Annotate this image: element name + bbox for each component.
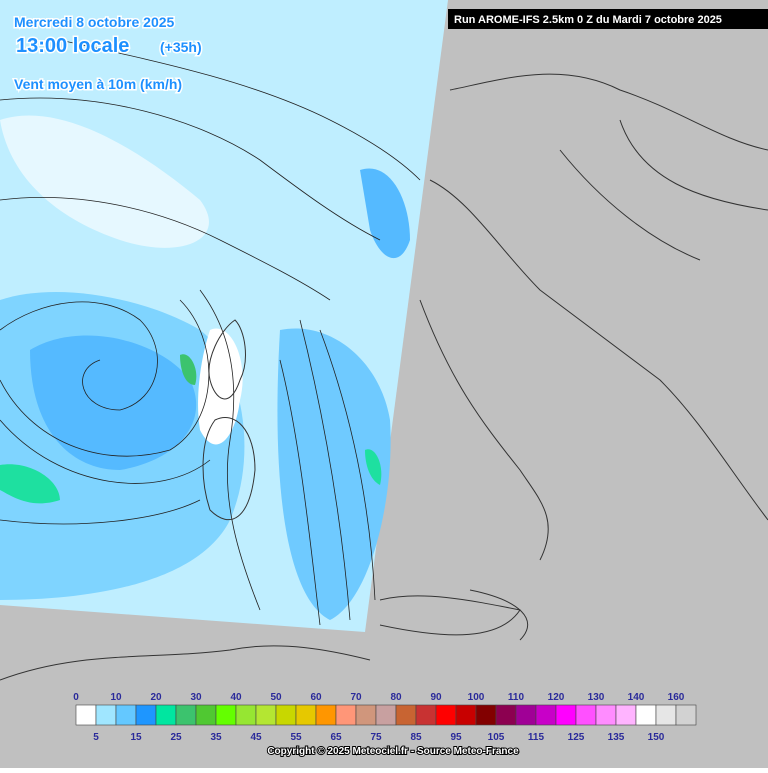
legend-top-label: 20 bbox=[150, 692, 162, 703]
legend-bottom-label: 35 bbox=[210, 732, 222, 743]
legend-swatch bbox=[95, 704, 117, 726]
legend-swatch bbox=[515, 704, 537, 726]
legend-top-label: 40 bbox=[230, 692, 242, 703]
legend-swatch bbox=[235, 704, 257, 726]
field-name: Vent moyen à 10m (km/h) bbox=[14, 76, 182, 92]
legend-swatch bbox=[455, 704, 477, 726]
legend-swatch bbox=[275, 704, 297, 726]
legend-top-label: 30 bbox=[190, 692, 202, 703]
legend-bottom-label: 135 bbox=[608, 732, 625, 743]
legend-swatch bbox=[355, 704, 377, 726]
legend-swatch bbox=[375, 704, 397, 726]
run-info: Run AROME-IFS 2.5km 0 Z du Mardi 7 octob… bbox=[454, 14, 722, 26]
legend-swatch bbox=[135, 704, 157, 726]
color-legend: 0 10 20 30 40 50 60 70 80 90 100 110 120 130 140 160 5 15… bbox=[73, 692, 697, 743]
legend-swatch bbox=[295, 704, 317, 726]
legend-swatch bbox=[575, 704, 597, 726]
legend-swatch bbox=[535, 704, 557, 726]
legend-top-label: 70 bbox=[350, 692, 362, 703]
legend-swatch bbox=[635, 704, 657, 726]
legend-bottom-label: 25 bbox=[170, 732, 182, 743]
legend-top-label: 160 bbox=[668, 692, 685, 703]
legend-swatch bbox=[495, 704, 517, 726]
legend-top-label: 50 bbox=[270, 692, 282, 703]
legend-bottom-label: 95 bbox=[450, 732, 462, 743]
legend-swatch bbox=[195, 704, 217, 726]
legend-swatch bbox=[115, 704, 137, 726]
legend-swatch bbox=[395, 704, 417, 726]
legend-bottom-label: 85 bbox=[410, 732, 422, 743]
legend-top-label: 140 bbox=[628, 692, 645, 703]
legend-swatch bbox=[155, 704, 177, 726]
legend-swatch bbox=[615, 704, 637, 726]
legend-top-label: 0 bbox=[73, 692, 79, 703]
legend-swatch bbox=[335, 704, 357, 726]
legend-swatch bbox=[475, 704, 497, 726]
legend-swatch bbox=[175, 704, 197, 726]
legend-bottom-label: 15 bbox=[130, 732, 142, 743]
legend-swatch bbox=[255, 704, 277, 726]
legend-swatch bbox=[435, 704, 457, 726]
legend-swatch bbox=[315, 704, 337, 726]
legend-swatch bbox=[595, 704, 617, 726]
lead-time: (+35h) bbox=[160, 39, 202, 55]
legend-top-label: 100 bbox=[468, 692, 485, 703]
legend-bottom-label: 150 bbox=[648, 732, 665, 743]
legend-bottom-label: 5 bbox=[93, 732, 99, 743]
time: 13:00 locale bbox=[16, 35, 129, 57]
copyright: Copyright © 2025 Meteociel.fr - Source M… bbox=[267, 746, 519, 757]
streamlines bbox=[0, 39, 421, 626]
legend-top-label: 60 bbox=[310, 692, 322, 703]
wind-shading bbox=[0, 115, 410, 620]
legend-bottom-label: 115 bbox=[528, 732, 545, 743]
legend-swatch bbox=[555, 704, 577, 726]
legend-bottom-label: 45 bbox=[250, 732, 262, 743]
legend-bottom-label: 65 bbox=[330, 732, 342, 743]
legend-top-label: 120 bbox=[548, 692, 565, 703]
legend-swatch bbox=[675, 704, 697, 726]
legend-swatch bbox=[215, 704, 237, 726]
corsica-sardinia bbox=[202, 319, 256, 520]
legend-top-label: 110 bbox=[508, 692, 525, 703]
legend-bottom-label: 105 bbox=[488, 732, 505, 743]
legend-bottom-label: 55 bbox=[290, 732, 302, 743]
legend-swatch bbox=[75, 704, 97, 726]
legend-bottom-label: 125 bbox=[568, 732, 585, 743]
legend-top-label: 10 bbox=[110, 692, 122, 703]
legend-bottom-label: 75 bbox=[370, 732, 382, 743]
legend-top-label: 130 bbox=[588, 692, 605, 703]
date: Mercredi 8 octobre 2025 bbox=[14, 14, 175, 30]
legend-swatch bbox=[655, 704, 677, 726]
legend-top-label: 90 bbox=[430, 692, 442, 703]
legend-swatch bbox=[415, 704, 437, 726]
run-banner bbox=[448, 9, 768, 29]
borders bbox=[0, 73, 768, 681]
legend-top-label: 80 bbox=[390, 692, 402, 703]
